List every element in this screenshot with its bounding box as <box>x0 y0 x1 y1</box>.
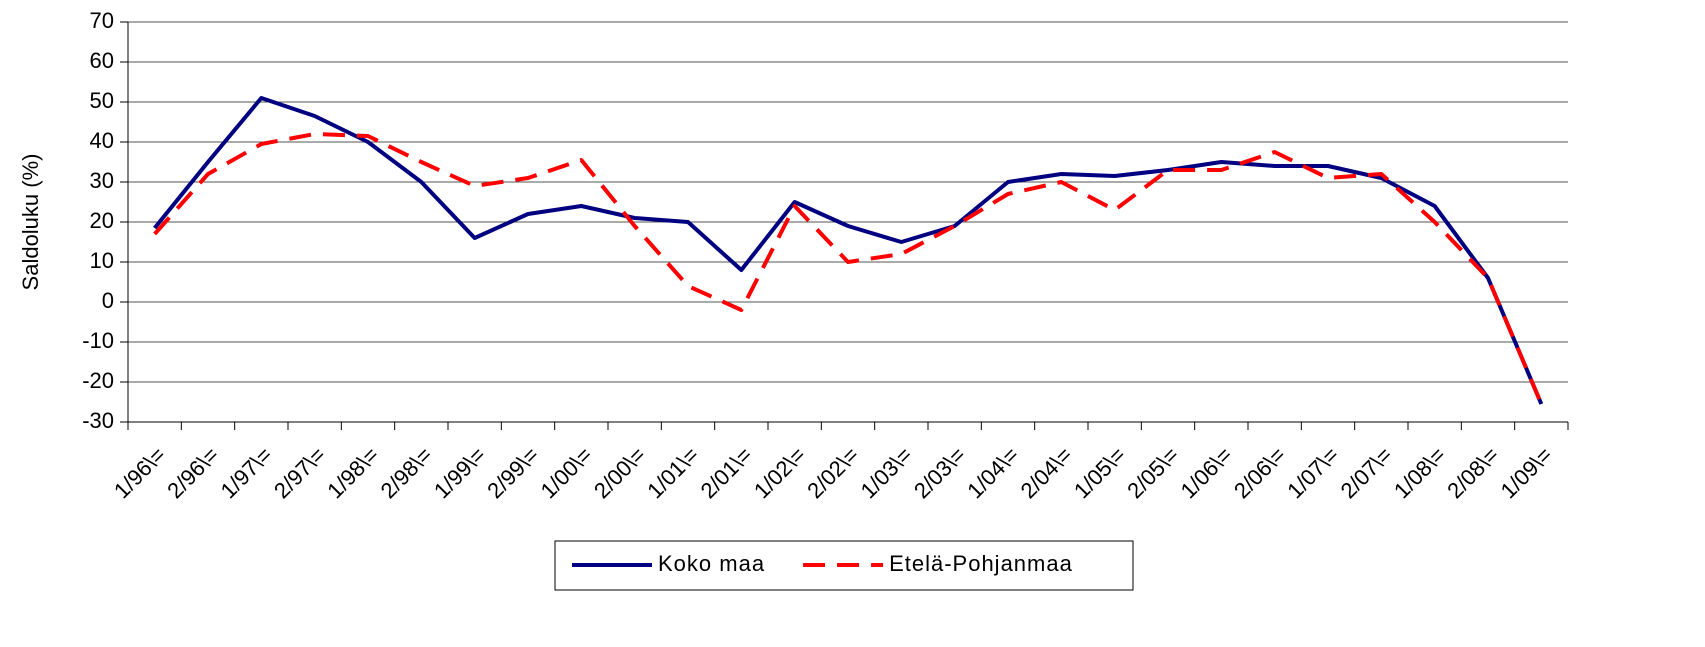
legend-label: Etelä-Pohjanmaa <box>889 551 1073 576</box>
x-tick-label: 2/08\= <box>1442 442 1503 503</box>
x-tick-label: 2/01\= <box>696 442 757 503</box>
x-tick-label: 1/06\= <box>1176 442 1237 503</box>
y-tick-label: -30 <box>82 408 114 433</box>
x-tick-label: 1/03\= <box>856 442 917 503</box>
y-tick-label: 50 <box>90 88 114 113</box>
x-tick-label: 1/99\= <box>429 442 490 503</box>
x-tick-label: 2/07\= <box>1336 442 1397 503</box>
x-tick-label: 2/98\= <box>376 442 437 503</box>
x-tick-label: 2/99\= <box>482 442 543 503</box>
x-tick-label: 1/04\= <box>962 442 1023 503</box>
x-tick-label: 1/09\= <box>1496 442 1557 503</box>
x-tick-label: 1/00\= <box>536 442 597 503</box>
y-tick-label: 70 <box>90 8 114 33</box>
series-line <box>153 96 1544 405</box>
x-tick-label: 2/97\= <box>269 442 330 503</box>
x-tick-label: 1/05\= <box>1069 442 1130 503</box>
x-tick-label: 2/02\= <box>802 442 863 503</box>
y-axis-label: Saldoluku (%) <box>18 154 43 291</box>
x-tick-label: 1/07\= <box>1282 442 1343 503</box>
x-tick-label: 2/00\= <box>589 442 650 503</box>
y-tick-label: 0 <box>102 288 114 313</box>
x-tick-label: 1/08\= <box>1389 442 1450 503</box>
y-tick-label: -20 <box>82 368 114 393</box>
x-tick-label: 1/02\= <box>749 442 810 503</box>
x-tick-label: 1/98\= <box>322 442 383 503</box>
x-tick-label: 1/96\= <box>109 442 170 503</box>
y-tick-label: 30 <box>90 168 114 193</box>
y-tick-label: 40 <box>90 128 114 153</box>
x-tick-label: 1/01\= <box>642 442 703 503</box>
series-line <box>153 132 1544 405</box>
x-tick-label: 2/03\= <box>909 442 970 503</box>
legend-label: Koko maa <box>658 551 765 576</box>
x-tick-label: 1/97\= <box>216 442 277 503</box>
x-tick-label: 2/96\= <box>162 442 223 503</box>
x-tick-label: 2/04\= <box>1016 442 1077 503</box>
y-tick-label: 60 <box>90 48 114 73</box>
x-tick-label: 2/06\= <box>1229 442 1290 503</box>
y-tick-label: -10 <box>82 328 114 353</box>
x-tick-label: 2/05\= <box>1122 442 1183 503</box>
y-tick-label: 20 <box>90 208 114 233</box>
y-tick-label: 10 <box>90 248 114 273</box>
